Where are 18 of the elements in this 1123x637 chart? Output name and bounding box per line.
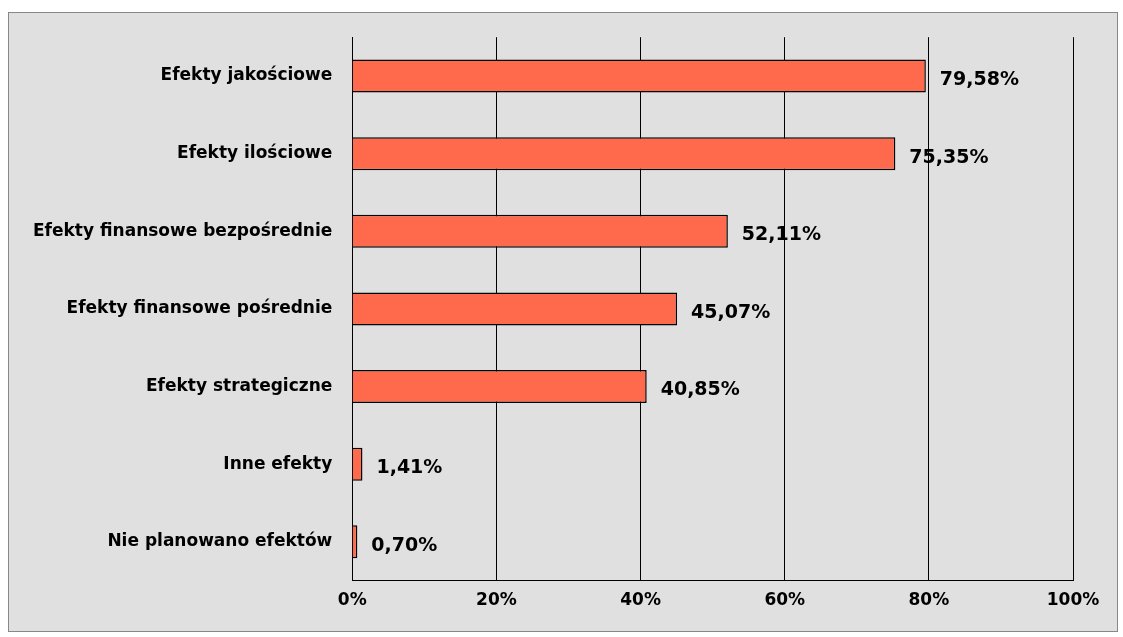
data-label: 1,41%: [376, 455, 443, 478]
x-tick-label: 20%: [476, 589, 517, 610]
y-tick-label: Efekty strategiczne: [145, 374, 333, 395]
data-label: 79,58%: [939, 66, 1019, 89]
y-tick-label: Efekty jakościowe: [160, 64, 333, 85]
y-tick-label: Efekty ilościowe: [177, 142, 333, 163]
data-label: 40,85%: [660, 377, 740, 400]
data-label: 45,07%: [691, 299, 771, 322]
y-tick-label: Nie planowano efektów: [107, 530, 333, 551]
x-tick-label: 0%: [337, 589, 367, 610]
x-tick-label: 100%: [1046, 589, 1100, 610]
y-tick-label: Efekty finansowe bezpośrednie: [32, 219, 333, 240]
data-label: 0,70%: [371, 532, 438, 555]
y-tick-label: Efekty finansowe pośrednie: [66, 297, 333, 318]
x-tick-label: 40%: [620, 589, 661, 610]
y-tick-label: Inne efekty: [223, 452, 333, 473]
x-tick-label: 60%: [764, 589, 806, 610]
x-tick-label: 80%: [908, 589, 950, 610]
